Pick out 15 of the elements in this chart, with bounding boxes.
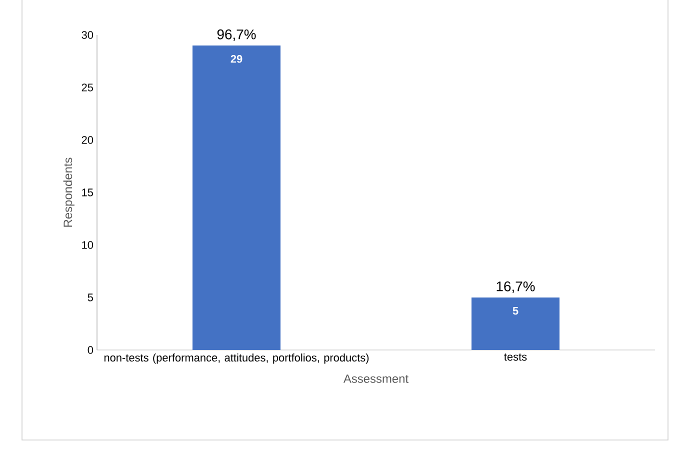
data-label: 5	[512, 307, 518, 315]
annotation: 96,7%	[217, 29, 256, 41]
y-tick-label: 25	[82, 84, 94, 92]
y-tick-label: 15	[82, 188, 94, 196]
y-tick-label: 30	[82, 31, 94, 39]
x-tick-label: non-tests (performance, attitudes, portfolios, products)	[104, 354, 369, 364]
y-tick-label: 10	[82, 241, 94, 249]
y-tick-label: 5	[88, 294, 94, 302]
annotation: 16,7%	[496, 281, 535, 293]
y-tick-label: 0	[88, 346, 94, 354]
x-axis-title: Assessment	[343, 374, 408, 383]
y-axis-title: Respondents	[63, 158, 74, 227]
y-tick-label: 20	[82, 136, 94, 144]
x-tick-label: tests	[504, 354, 527, 361]
data-label: 29	[230, 55, 242, 63]
